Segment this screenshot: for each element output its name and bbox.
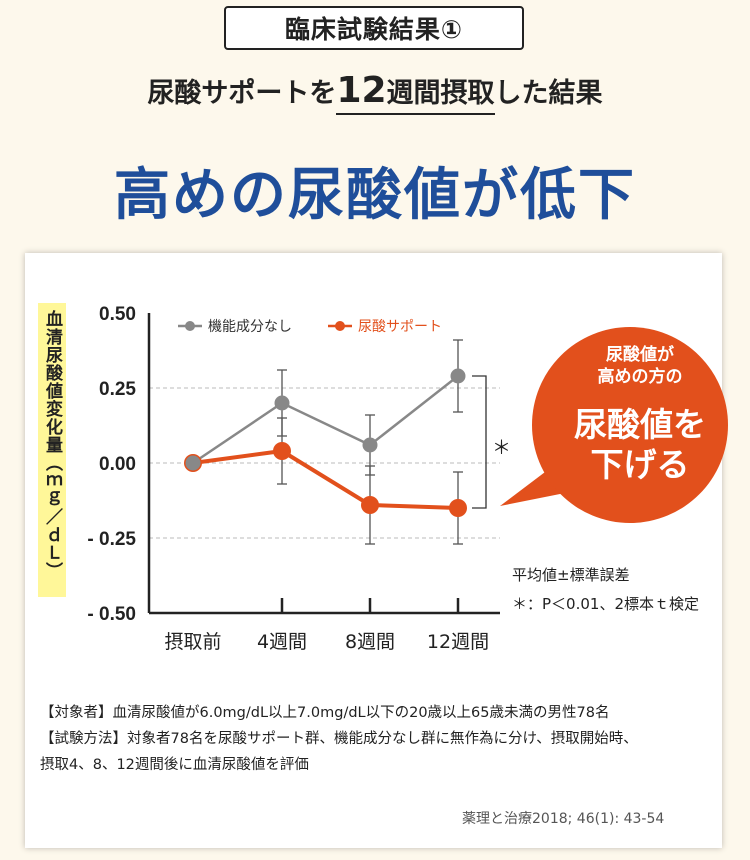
x-tick-label: 12週間 bbox=[427, 631, 489, 653]
data-point bbox=[362, 437, 378, 453]
footnote-line1: 【対象者】血清尿酸値が6.0mg/dL以上7.0mg/dL以下の20歳以上65歳… bbox=[40, 705, 610, 721]
data-point bbox=[450, 368, 466, 384]
x-tick-label: 8週間 bbox=[345, 631, 395, 653]
significance-mark: ＊ bbox=[492, 437, 511, 459]
data-point bbox=[449, 499, 467, 517]
headline: 高めの尿酸値が低下 bbox=[114, 163, 636, 228]
x-tick-labels: 摂取前 4週間 8週間 12週間 bbox=[164, 631, 489, 653]
series-lines bbox=[184, 368, 467, 517]
callout-bubble bbox=[500, 327, 728, 523]
callout-subtext: 尿酸値が 高めの方の bbox=[560, 344, 720, 388]
legend-label: 機能成分なし bbox=[208, 319, 292, 335]
citation: 薬理と治療2018; 46(1): 43-54 bbox=[462, 811, 665, 827]
subtitle-post: した結果 bbox=[494, 78, 603, 109]
legend-marker bbox=[185, 321, 195, 331]
significance-bracket: ＊ bbox=[472, 375, 511, 509]
data-point bbox=[185, 455, 201, 471]
subtitle-pre: 尿酸サポートを bbox=[147, 78, 337, 109]
y-tick-label: - 0.50 bbox=[87, 604, 136, 625]
axes bbox=[147, 313, 500, 615]
subtitle-period: 12週間摂取 bbox=[336, 70, 495, 115]
y-axis-label: 血清尿酸値変化量（ｍｇ／ｄＬ） bbox=[42, 310, 62, 580]
legend-label: 尿酸サポート bbox=[358, 319, 442, 335]
footnote-line3: 摂取4、8、12週間後に血清尿酸値を評価 bbox=[40, 757, 309, 773]
bracket-line bbox=[472, 375, 487, 509]
y-tick-label: 0.50 bbox=[99, 304, 136, 325]
legend: 機能成分なし 尿酸サポート bbox=[178, 319, 442, 335]
subtitle: 尿酸サポートを12週間摂取した結果 bbox=[0, 70, 750, 115]
y-tick-label: - 0.25 bbox=[87, 529, 136, 550]
callout-maintext: 尿酸値を 下げる bbox=[540, 405, 740, 485]
note-mean-sd: 平均値±標準誤差 bbox=[512, 566, 630, 584]
y-tick-label: 0.25 bbox=[99, 379, 136, 400]
note-significance: ＊：P＜0.01、2標本ｔ検定 bbox=[512, 595, 699, 613]
subtitle-unit: 週間摂取 bbox=[386, 78, 495, 109]
series-line-1 bbox=[192, 448, 459, 510]
study-footnote: 【対象者】血清尿酸値が6.0mg/dL以上7.0mg/dL以下の20歳以上65歳… bbox=[40, 700, 638, 778]
data-point bbox=[361, 496, 379, 514]
section-badge: 臨床試験結果① bbox=[224, 6, 524, 50]
callout-line4: 下げる bbox=[590, 445, 690, 484]
y-tick-labels: 0.50 0.25 0.00 - 0.25 - 0.50 bbox=[87, 304, 136, 625]
data-point bbox=[274, 395, 290, 411]
subtitle-number: 12 bbox=[336, 70, 387, 111]
y-tick-label: 0.00 bbox=[99, 454, 136, 475]
callout-line1: 尿酸値が bbox=[606, 345, 674, 365]
x-tick-label: 4週間 bbox=[257, 631, 307, 653]
callout-line2: 高めの方の bbox=[597, 367, 683, 387]
x-tick-label: 摂取前 bbox=[164, 631, 221, 653]
ylabel-background bbox=[38, 303, 66, 597]
data-point bbox=[273, 442, 291, 460]
legend-marker bbox=[335, 321, 345, 331]
callout-line3: 尿酸値を bbox=[574, 405, 706, 444]
callout-circle bbox=[532, 327, 728, 523]
series-line-0 bbox=[192, 375, 459, 465]
footnote-line2: 【試験方法】対象者78名を尿酸サポート群、機能成分なし群に無作為に分け、摂取開始… bbox=[40, 731, 638, 747]
